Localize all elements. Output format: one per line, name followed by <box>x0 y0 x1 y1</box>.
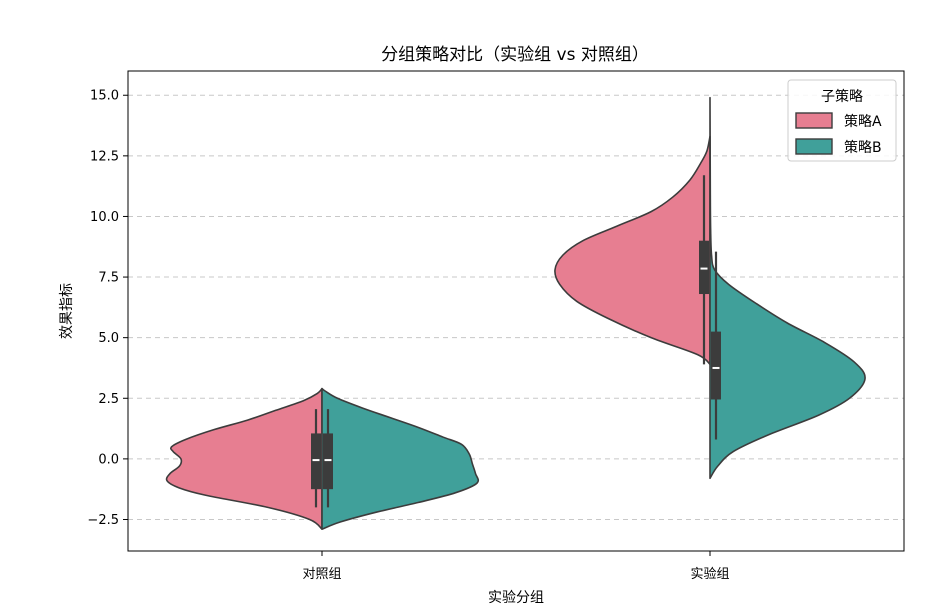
y-tick-label: 5.0 <box>98 331 119 346</box>
legend-swatch <box>795 138 833 155</box>
violin-策略A-实验组 <box>554 135 711 366</box>
y-tick-label: 7.5 <box>98 271 119 286</box>
x-axis: 对照组 实验组 <box>302 551 730 582</box>
y-axis: −2.5 0.0 2.5 5.0 7.5 10.0 12.5 15.0 <box>87 89 128 528</box>
legend-label: 策略A <box>844 113 882 130</box>
legend-title: 子策略 <box>821 88 863 105</box>
chart-title: 分组策略对比（实验组 vs 对照组） <box>381 45 649 65</box>
y-tick-label: 2.5 <box>98 392 119 407</box>
x-axis-label: 实验分组 <box>488 590 544 606</box>
y-tick-label: 12.5 <box>90 149 119 164</box>
legend-label: 策略B <box>844 139 882 156</box>
y-tick-label: 15.0 <box>90 89 119 104</box>
x-tick-label: 实验组 <box>690 566 729 582</box>
violin-group <box>165 96 866 530</box>
plot-frame <box>127 70 905 552</box>
iqr-box <box>699 240 709 295</box>
violin-策略B-实验组 <box>709 96 866 480</box>
iqr-box <box>311 433 321 490</box>
violin-策略B-对照组 <box>321 387 480 530</box>
y-tick-label: 0.0 <box>98 452 119 467</box>
iqr-box <box>711 331 721 400</box>
y-axis-label: 效果指标 <box>59 283 75 339</box>
violin-策略A-对照组 <box>165 387 323 530</box>
legend-swatch <box>795 112 833 129</box>
legend: 子策略 策略A 策略B <box>787 79 897 162</box>
iqr-box <box>323 433 333 490</box>
y-tick-label: 10.0 <box>90 210 119 225</box>
x-tick-label: 对照组 <box>302 567 341 582</box>
y-tick-label: −2.5 <box>87 513 119 528</box>
inner-boxes <box>311 175 721 508</box>
